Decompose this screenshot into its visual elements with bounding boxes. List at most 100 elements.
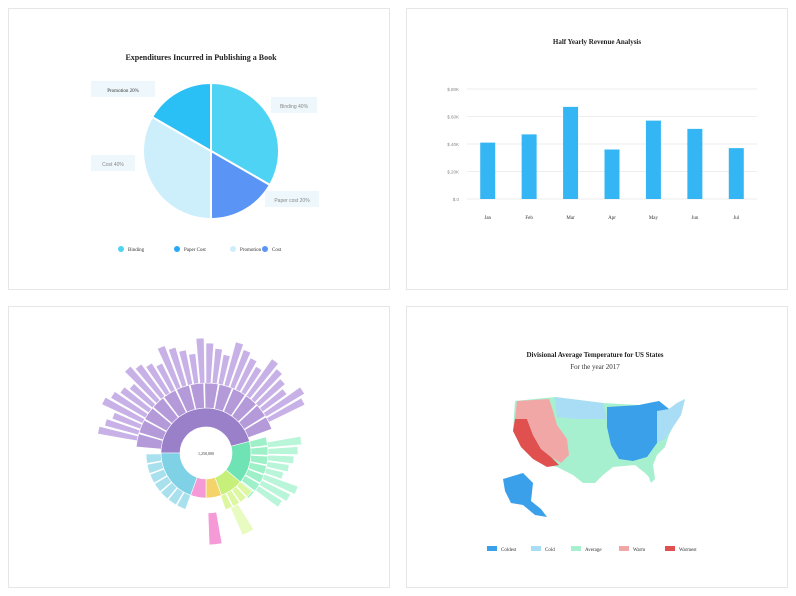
pie-slice-cost[interactable] <box>142 115 212 221</box>
sunburst-segment[interactable] <box>267 454 295 465</box>
sunburst-segment[interactable] <box>146 461 165 474</box>
sunburst-segment[interactable] <box>176 491 191 510</box>
bar-xtick-label: May <box>649 216 659 221</box>
bar-xtick-label: Apr <box>608 216 616 221</box>
sunburst-segment[interactable] <box>178 349 193 386</box>
sunburst-segment[interactable] <box>167 487 184 506</box>
bar-jan[interactable] <box>480 142 496 199</box>
us-map <box>503 397 685 517</box>
sunburst-segment[interactable] <box>195 337 206 384</box>
sunburst-segment[interactable] <box>135 433 164 450</box>
map-subtitle: For the year 2017 <box>570 363 620 371</box>
sunburst-center-label: 1,250,000 <box>198 451 214 457</box>
sunburst-segment[interactable] <box>258 479 291 502</box>
bar-ytick-label: $.60K <box>447 115 459 120</box>
map-legend-label[interactable]: Average <box>585 548 602 553</box>
sunburst-segment[interactable] <box>154 475 172 492</box>
pie-legend-label[interactable]: Paper Cost <box>184 248 206 253</box>
pie-label-promotion-box <box>91 81 155 97</box>
sunburst-segment[interactable] <box>207 511 223 546</box>
bar-ytick-label: $.20K <box>447 170 459 175</box>
sunburst-segment[interactable] <box>145 362 171 397</box>
pie-label-promotion: Promotion 20% <box>107 89 139 94</box>
sunburst-segment[interactable] <box>205 342 214 384</box>
sunburst-center <box>182 429 230 477</box>
sunburst-segment[interactable] <box>167 346 188 388</box>
map-legend-label[interactable]: Coldest <box>501 548 517 553</box>
pie-legend-marker <box>118 246 124 252</box>
sunburst-segment[interactable] <box>259 388 288 413</box>
sunburst-segment[interactable] <box>220 493 233 511</box>
sunburst-segment[interactable] <box>155 362 176 393</box>
map-legend-label[interactable]: Cold <box>545 548 555 553</box>
sunburst-segment[interactable] <box>236 481 253 498</box>
sunburst-segment[interactable] <box>101 396 146 424</box>
pie-legend-marker <box>174 246 180 252</box>
sunburst-segment[interactable] <box>255 378 286 408</box>
map-legend-label[interactable]: Warm <box>633 548 645 553</box>
pie-chart-card: Expenditures Incurred in Publishing a Bo… <box>8 8 390 290</box>
pie-slice-promotion[interactable] <box>150 81 212 153</box>
sunburst-segment[interactable] <box>261 473 299 495</box>
sunburst-segment[interactable] <box>229 349 252 390</box>
pie-slice-binding[interactable] <box>210 81 280 187</box>
bar-mar[interactable] <box>563 106 579 199</box>
map-region-florida <box>645 465 655 483</box>
sunburst-segment[interactable] <box>266 435 302 448</box>
sunburst-segment[interactable] <box>266 397 306 423</box>
bar-xtick-label: Mar <box>566 216 575 221</box>
us-temperature-map: Divisional Average Temperature for US St… <box>487 351 697 553</box>
sunburst-segment[interactable] <box>214 383 233 412</box>
sunburst-segment[interactable] <box>217 354 231 386</box>
sunburst-segment[interactable] <box>250 368 283 404</box>
sunburst-segment[interactable] <box>149 468 168 484</box>
sunburst-segment[interactable] <box>223 341 244 388</box>
sunburst-segment[interactable] <box>124 365 161 404</box>
sunburst-segment[interactable] <box>267 446 299 455</box>
sunburst-segment[interactable] <box>119 386 153 414</box>
map-region-coldest <box>607 401 669 461</box>
sunburst-segment[interactable] <box>231 486 247 503</box>
bar-may[interactable] <box>645 120 661 199</box>
map-legend-label[interactable]: Warmest <box>679 548 697 553</box>
sunburst-segment[interactable] <box>188 353 200 385</box>
sunburst-segment[interactable] <box>240 365 263 396</box>
bar-xtick-label: Jan <box>484 216 491 221</box>
sunburst-segment[interactable] <box>97 426 139 442</box>
map-chart-card: Divisional Average Temperature for US St… <box>406 306 788 588</box>
bar-feb[interactable] <box>521 134 537 199</box>
bar-apr[interactable] <box>604 149 620 200</box>
pie-legend-label[interactable]: Binding <box>128 248 145 253</box>
sunburst-segment[interactable] <box>160 482 178 500</box>
sunburst-segment[interactable] <box>134 363 166 400</box>
sunburst-segment[interactable] <box>249 436 268 448</box>
sunburst-segment[interactable] <box>211 348 223 385</box>
bar-jul[interactable] <box>728 148 744 199</box>
bar-jun[interactable] <box>687 128 703 199</box>
sunburst-segment[interactable] <box>230 503 255 536</box>
map-region-cold-north <box>555 397 607 419</box>
sunburst-segment[interactable] <box>111 411 143 430</box>
pie-slice-paper-cost[interactable] <box>210 149 272 221</box>
sunburst-segment[interactable] <box>262 386 305 418</box>
map-region-warm <box>515 399 569 463</box>
sunburst-segment[interactable] <box>235 357 258 393</box>
sunburst-segment[interactable] <box>255 485 283 508</box>
sunburst-segment[interactable] <box>266 461 290 473</box>
sunburst-segment[interactable] <box>110 391 149 419</box>
sunburst-segment[interactable] <box>157 345 182 390</box>
sunburst-segment[interactable] <box>264 467 284 480</box>
pie-legend-label[interactable]: Promotion <box>240 248 262 253</box>
bar-title: Half Yearly Revenue Analysis <box>553 38 641 46</box>
pie-legend-label[interactable]: Cost <box>272 248 282 253</box>
sunburst-segment[interactable] <box>250 446 269 456</box>
sunburst-segment[interactable] <box>152 397 179 424</box>
sunburst-segment[interactable] <box>104 418 141 436</box>
sunburst-segment[interactable] <box>245 358 279 400</box>
pie-label-binding: Binding 40% <box>280 104 309 110</box>
sunburst-segment[interactable] <box>128 383 157 409</box>
sunburst-segment[interactable] <box>145 453 163 464</box>
pie-label-cost: Cost 40% <box>102 162 124 168</box>
pie-chart: Expenditures Incurred in Publishing a Bo… <box>91 53 319 253</box>
map-region-warmest <box>513 419 559 467</box>
